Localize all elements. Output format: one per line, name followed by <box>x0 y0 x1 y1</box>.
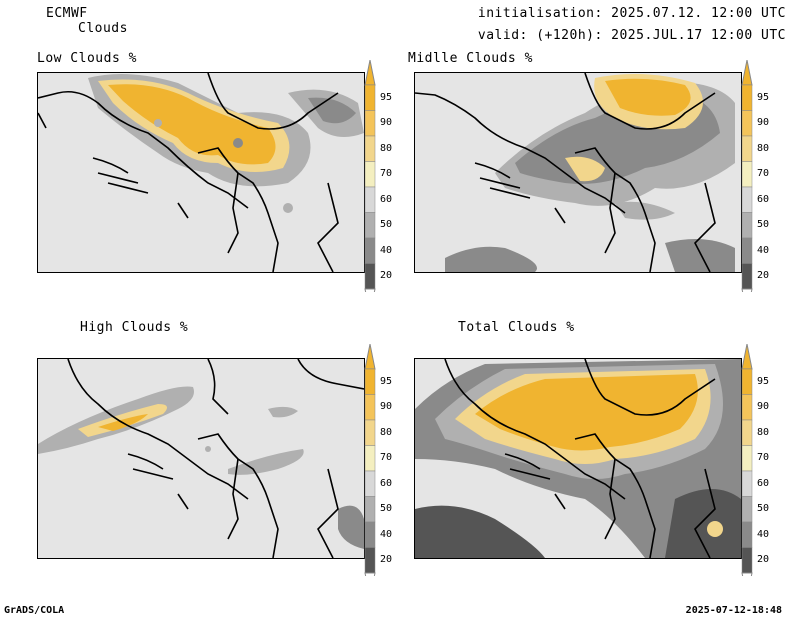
map-middle-clouds <box>414 72 742 273</box>
colorbar-tick-label: 95 <box>380 375 393 387</box>
colorbar-tick-label: 80 <box>757 426 770 438</box>
colorbar-middle: 95 90 80 70 60 50 40 20 <box>741 60 797 292</box>
colorbar-swatch <box>364 84 376 111</box>
colorbar-tick-label: 90 <box>380 401 393 413</box>
colorbar-swatch <box>741 263 753 290</box>
colorbar-tick-label: 50 <box>757 503 770 515</box>
colorbar-tick-label: 95 <box>757 375 770 387</box>
product-label: Clouds <box>78 21 128 36</box>
colorbar-tick-label: 50 <box>757 219 770 231</box>
colorbar-swatch <box>364 521 376 548</box>
colorbar-tick-label: 60 <box>757 193 770 205</box>
colorbar-swatch <box>364 161 376 188</box>
borders-total <box>444 359 716 558</box>
colorbar-swatch <box>741 521 753 548</box>
colorbar-swatch <box>741 186 753 213</box>
footer-software: GrADS/COLA <box>4 605 65 616</box>
cloud-field-middle <box>445 74 735 272</box>
colorbar-low: 95 90 80 70 60 50 40 20 <box>364 60 420 292</box>
colorbar-bottom-arrow <box>741 288 753 292</box>
colorbar-swatch <box>741 237 753 264</box>
colorbar-tick-label: 20 <box>757 554 770 566</box>
colorbar-swatch <box>364 419 376 446</box>
colorbar-tick-label: 90 <box>757 401 770 413</box>
colorbar-swatch <box>741 110 753 137</box>
map-total-clouds <box>414 358 742 559</box>
colorbar-swatch <box>364 237 376 264</box>
colorbar-total: 95 90 80 70 60 50 40 20 <box>741 344 797 576</box>
colorbar-swatch <box>364 394 376 421</box>
colorbar-tick-label: 70 <box>757 452 770 464</box>
colorbar-tick-label: 90 <box>380 117 393 129</box>
colorbar-tick-label: 80 <box>380 142 393 154</box>
colorbar-tick-label: 60 <box>380 193 393 205</box>
colorbar-swatch <box>741 84 753 111</box>
colorbar-tick-label: 40 <box>757 528 770 540</box>
panel-title-high: High Clouds % <box>80 320 189 335</box>
colorbar-bottom-arrow <box>741 572 753 576</box>
colorbar-tick-label: 70 <box>380 168 393 180</box>
colorbar-swatch <box>364 135 376 162</box>
footer-timestamp: 2025-07-12-18:48 <box>685 605 782 616</box>
colorbar-swatch <box>741 135 753 162</box>
colorbar-swatch <box>364 368 376 395</box>
cloud-field-low <box>88 74 364 213</box>
colorbar-swatch <box>364 186 376 213</box>
panel-title-total: Total Clouds % <box>458 320 575 335</box>
panel-title-middle: Midlle Clouds % <box>408 51 533 66</box>
colorbar-swatch <box>741 419 753 446</box>
cloud-field-high <box>38 386 364 549</box>
colorbar-tick-label: 70 <box>757 168 770 180</box>
colorbar-top-arrow <box>364 344 376 370</box>
colorbar-swatch <box>364 547 376 574</box>
cloud-field-total <box>415 359 741 558</box>
colorbar-swatch <box>741 368 753 395</box>
map-low-clouds <box>37 72 365 273</box>
colorbar-tick-label: 20 <box>380 270 393 282</box>
colorbar-swatch <box>741 496 753 523</box>
borders-high <box>67 359 364 558</box>
colorbar-tick-label: 60 <box>757 477 770 489</box>
colorbar-top-arrow <box>364 60 376 86</box>
colorbar-tick-label: 50 <box>380 503 393 515</box>
colorbar-bottom-arrow <box>364 288 376 292</box>
borders-middle <box>415 73 716 272</box>
colorbar-tick-label: 20 <box>380 554 393 566</box>
colorbar-tick-label: 80 <box>380 426 393 438</box>
colorbar-tick-label: 90 <box>757 117 770 129</box>
model-label: ECMWF <box>46 6 88 21</box>
colorbar-bottom-arrow <box>364 572 376 576</box>
valid-time: valid: (+120h): 2025.JUL.17 12:00 UTC <box>477 28 786 43</box>
colorbar-tick-label: 80 <box>757 142 770 154</box>
colorbar-top-arrow <box>741 344 753 370</box>
colorbar-swatch <box>364 212 376 239</box>
map-high-clouds <box>37 358 365 559</box>
colorbar-tick-label: 95 <box>380 91 393 103</box>
colorbar-swatch <box>364 470 376 497</box>
colorbar-tick-label: 20 <box>757 270 770 282</box>
borders-low <box>38 73 339 272</box>
colorbar-swatch <box>741 470 753 497</box>
colorbar-swatch <box>741 547 753 574</box>
colorbar-tick-label: 40 <box>757 244 770 256</box>
colorbar-tick-label: 40 <box>380 528 393 540</box>
colorbar-swatch <box>364 263 376 290</box>
colorbar-tick-label: 50 <box>380 219 393 231</box>
colorbar-swatch <box>364 445 376 472</box>
panel-title-low: Low Clouds % <box>37 51 137 66</box>
colorbar-tick-label: 95 <box>757 91 770 103</box>
colorbar-swatch <box>364 496 376 523</box>
colorbar-swatch <box>741 161 753 188</box>
colorbar-swatch <box>741 212 753 239</box>
colorbar-swatch <box>364 110 376 137</box>
colorbar-swatch <box>741 445 753 472</box>
colorbar-high: 95 90 80 70 60 50 40 20 <box>364 344 420 576</box>
colorbar-top-arrow <box>741 60 753 86</box>
colorbar-tick-label: 40 <box>380 244 393 256</box>
colorbar-tick-label: 60 <box>380 477 393 489</box>
colorbar-tick-label: 70 <box>380 452 393 464</box>
colorbar-swatch <box>741 394 753 421</box>
init-time: initialisation: 2025.07.12. 12:00 UTC <box>477 6 786 21</box>
